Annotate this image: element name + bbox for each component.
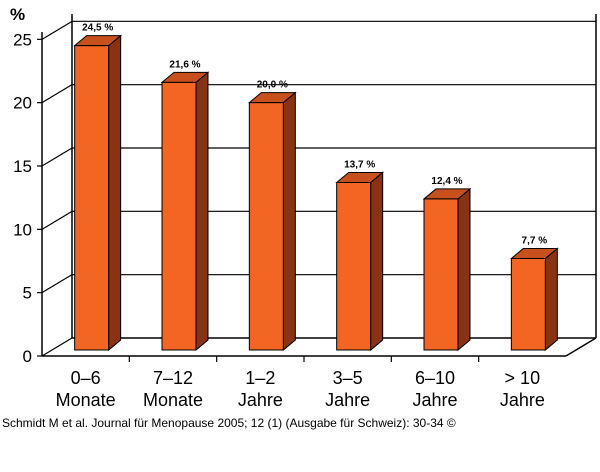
y-tick-label: 25 <box>13 30 32 49</box>
y-unit-label: % <box>10 5 25 24</box>
y-tick-label: 5 <box>23 284 32 303</box>
data-label: 12,4 % <box>431 176 462 187</box>
category-label-line2: Monate <box>56 390 116 410</box>
bar <box>73 34 123 352</box>
bar-side <box>544 247 558 352</box>
bar-side <box>282 91 296 352</box>
bar <box>335 171 385 352</box>
y-tick-label: 0 <box>23 347 32 366</box>
data-label: 21,6 % <box>169 59 200 70</box>
category-label-line1: 3–5 <box>333 368 363 388</box>
floor-right-edge <box>565 337 597 357</box>
data-label: 24,5 % <box>82 23 113 34</box>
bar-side <box>108 34 122 352</box>
y-tick-label: 15 <box>13 157 32 176</box>
bar-front <box>161 81 197 351</box>
bar-front <box>510 257 546 351</box>
y-tick-label: 10 <box>13 220 32 239</box>
bar-side <box>457 187 471 352</box>
bar <box>247 91 297 352</box>
data-label: 13,7 % <box>344 159 375 170</box>
gridlines <box>41 20 596 357</box>
category-label-line2: Jahre <box>238 390 283 410</box>
bar-side <box>195 71 209 352</box>
y-tick-label: 20 <box>13 94 32 113</box>
source-citation: Schmidt M et al. Journal für Menopause 2… <box>2 416 456 430</box>
bars <box>73 34 559 352</box>
category-label-line1: 6–10 <box>415 368 455 388</box>
category-label-line1: 1–2 <box>245 368 275 388</box>
data-label: 20,0 % <box>257 80 288 91</box>
category-labels: 0–6Monate7–12Monate1–2Jahre3–5Jahre6–10J… <box>56 356 545 410</box>
category-label-line1: 7–12 <box>153 368 193 388</box>
category-label-line2: Jahre <box>412 390 457 410</box>
gridline-side <box>41 20 73 40</box>
data-labels: 24,5 % 21,6 % 20,0 % 13,7 % 12,4 % 7,7 % <box>82 23 547 247</box>
bar <box>509 247 559 352</box>
bar-front <box>248 102 284 351</box>
category-label-line1: 0–6 <box>71 368 101 388</box>
gridline-side <box>41 84 73 104</box>
gridline-side <box>41 147 73 167</box>
bar <box>160 71 210 352</box>
gridline-side <box>41 274 73 294</box>
data-label: 7,7 % <box>522 235 548 246</box>
bar-chart: 0 5 10 15 20 25 24,5 % 21,6 % 20,0 % 13,7 % 12,4 … <box>10 5 597 410</box>
gridline-side <box>41 210 73 230</box>
bar-front <box>74 45 110 351</box>
category-label-line2: Jahre <box>500 390 545 410</box>
bar <box>422 187 472 352</box>
gridline-side <box>41 337 73 357</box>
category-label-line1: > 10 <box>505 368 541 388</box>
bar-front <box>423 198 459 351</box>
bar-side <box>370 171 384 352</box>
category-label-line2: Jahre <box>325 390 370 410</box>
category-label-line2: Monate <box>143 390 203 410</box>
bar-front <box>336 181 372 351</box>
y-axis-ticks: 0 5 10 15 20 25 <box>13 30 42 366</box>
